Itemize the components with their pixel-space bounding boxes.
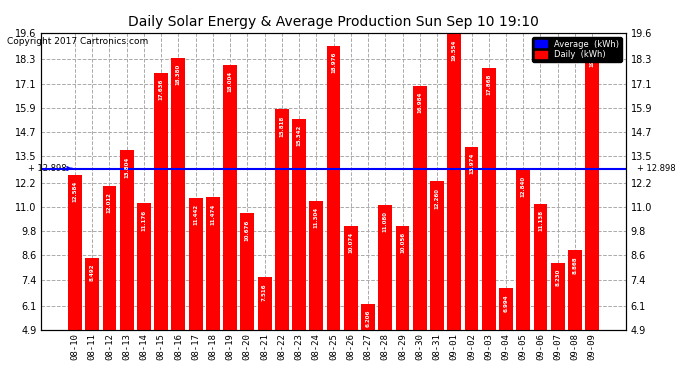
Bar xyxy=(120,150,134,375)
Text: + 12.898: + 12.898 xyxy=(28,164,72,173)
Bar xyxy=(361,304,375,375)
Text: 18.976: 18.976 xyxy=(331,52,336,73)
Bar xyxy=(482,68,495,375)
Text: 8.868: 8.868 xyxy=(573,256,578,274)
Text: 10.676: 10.676 xyxy=(245,219,250,241)
Bar xyxy=(533,204,547,375)
Bar xyxy=(568,250,582,375)
Bar xyxy=(551,263,564,375)
Bar xyxy=(68,175,82,375)
Text: 11.080: 11.080 xyxy=(383,211,388,232)
Bar xyxy=(189,198,203,375)
Text: 13.804: 13.804 xyxy=(124,156,129,177)
Bar xyxy=(516,170,530,375)
Bar xyxy=(309,201,323,375)
Text: 7.516: 7.516 xyxy=(262,284,267,301)
Text: 8.230: 8.230 xyxy=(555,269,560,286)
Bar xyxy=(430,182,444,375)
Bar xyxy=(585,39,599,375)
Title: Daily Solar Energy & Average Production Sun Sep 10 19:10: Daily Solar Energy & Average Production … xyxy=(128,15,539,29)
Bar xyxy=(464,147,478,375)
Bar xyxy=(155,73,168,375)
Text: 18.380: 18.380 xyxy=(176,64,181,85)
Text: 11.304: 11.304 xyxy=(314,207,319,228)
Bar xyxy=(378,206,392,375)
Text: 12.840: 12.840 xyxy=(521,176,526,197)
Bar xyxy=(413,86,426,375)
Bar xyxy=(172,58,186,375)
Bar xyxy=(447,34,461,375)
Bar xyxy=(257,278,271,375)
Text: 19.284: 19.284 xyxy=(590,45,595,67)
Text: 15.818: 15.818 xyxy=(279,116,284,137)
Bar xyxy=(292,119,306,375)
Text: 11.474: 11.474 xyxy=(210,203,215,225)
Bar xyxy=(395,226,409,375)
Text: 12.260: 12.260 xyxy=(435,188,440,209)
Text: 12.012: 12.012 xyxy=(107,192,112,213)
Bar xyxy=(206,197,220,375)
Bar xyxy=(241,213,255,375)
Text: 19.554: 19.554 xyxy=(452,40,457,62)
Text: 15.342: 15.342 xyxy=(297,125,302,146)
Text: 18.004: 18.004 xyxy=(228,71,233,92)
Text: 17.868: 17.868 xyxy=(486,74,491,95)
Legend: Average  (kWh), Daily  (kWh): Average (kWh), Daily (kWh) xyxy=(533,37,622,62)
Text: 17.636: 17.636 xyxy=(159,79,164,100)
Bar xyxy=(275,110,288,375)
Bar xyxy=(137,203,151,375)
Text: 10.074: 10.074 xyxy=(348,232,353,253)
Bar xyxy=(86,258,99,375)
Bar xyxy=(344,226,357,375)
Text: 12.584: 12.584 xyxy=(72,181,77,202)
Text: Copyright 2017 Cartronics.com: Copyright 2017 Cartronics.com xyxy=(7,38,148,46)
Text: 6.206: 6.206 xyxy=(366,310,371,327)
Text: 11.138: 11.138 xyxy=(538,210,543,231)
Bar xyxy=(224,65,237,375)
Bar xyxy=(499,288,513,375)
Text: 11.176: 11.176 xyxy=(141,210,146,231)
Bar xyxy=(103,186,117,375)
Text: 8.492: 8.492 xyxy=(90,264,95,281)
Text: 11.442: 11.442 xyxy=(193,204,198,225)
Text: + 12.898: + 12.898 xyxy=(638,164,676,173)
Text: 6.994: 6.994 xyxy=(504,294,509,312)
Bar xyxy=(326,46,340,375)
Text: 10.056: 10.056 xyxy=(400,232,405,253)
Text: 16.984: 16.984 xyxy=(417,92,422,113)
Text: 13.974: 13.974 xyxy=(469,153,474,174)
